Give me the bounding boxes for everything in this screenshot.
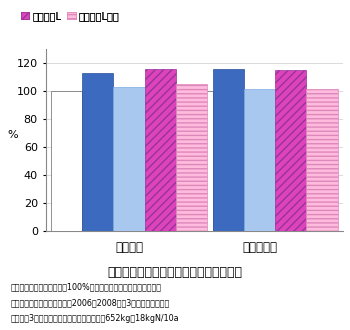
Bar xyxy=(145,69,176,231)
Bar xyxy=(82,73,113,231)
Bar xyxy=(212,69,244,231)
Legend: 被覆窒素L, 被覆窒素L減肥: 被覆窒素L, 被覆窒素L減肥 xyxy=(21,11,120,21)
Bar xyxy=(113,87,145,231)
Text: 物収量と窒素吸収量を求め、2006〜2008年の3カ年平均で示す。: 物収量と窒素吸収量を求め、2006〜2008年の3カ年平均で示す。 xyxy=(10,299,170,308)
Bar xyxy=(244,88,275,231)
Text: 各試験年において慣行区を100%とした場合の処理区の年間合計乾: 各試験年において慣行区を100%とした場合の処理区の年間合計乾 xyxy=(10,282,161,291)
Bar xyxy=(181,91,212,231)
Bar xyxy=(51,91,82,231)
Bar xyxy=(176,84,207,231)
Text: 図３　年間の合計乾物収量と窒素吸収量: 図３ 年間の合計乾物収量と窒素吸収量 xyxy=(107,266,243,279)
Text: 慣行区の3カ年平均乾物収量、窒素吸収量は652kg、18kgN/10a: 慣行区の3カ年平均乾物収量、窒素吸収量は652kg、18kgN/10a xyxy=(10,314,179,323)
Y-axis label: %: % xyxy=(7,130,18,140)
Bar xyxy=(307,88,338,231)
Bar xyxy=(275,70,307,231)
